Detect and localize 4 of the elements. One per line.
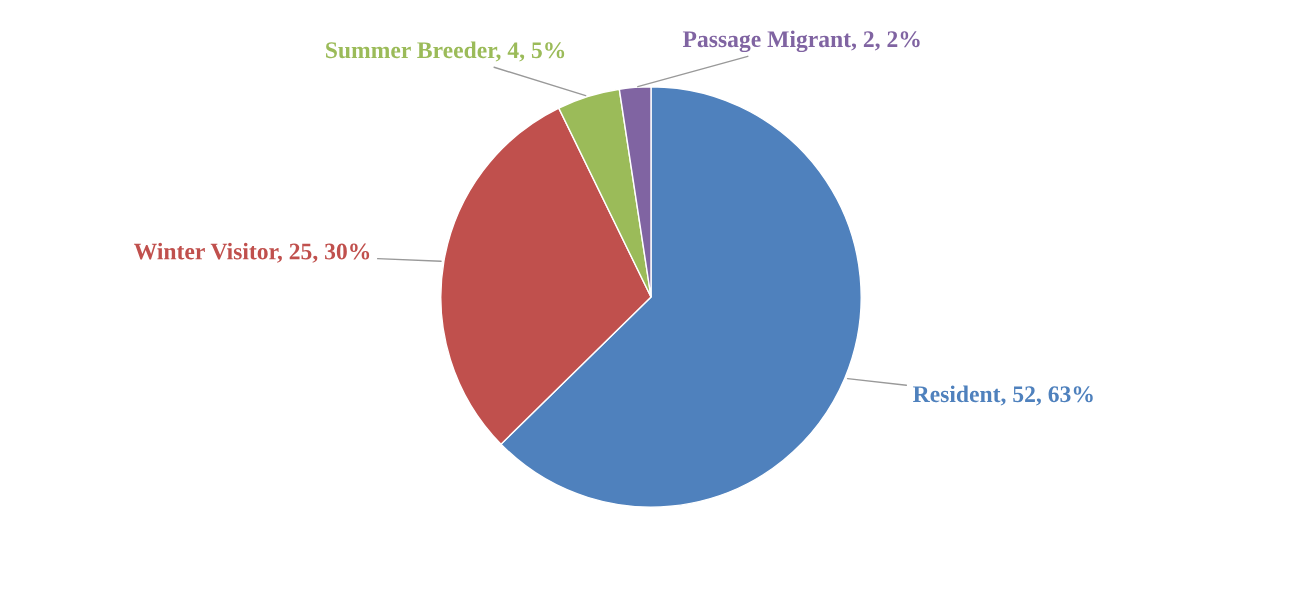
slice-label: Winter Visitor, 25, 30% — [133, 242, 370, 263]
slice-label: Passage Migrant, 2, 2% — [682, 30, 920, 53]
slice-label: Summer Breeder, 4, 5% — [326, 41, 565, 62]
slice-label: Resident, 52, 63% — [913, 385, 1093, 406]
